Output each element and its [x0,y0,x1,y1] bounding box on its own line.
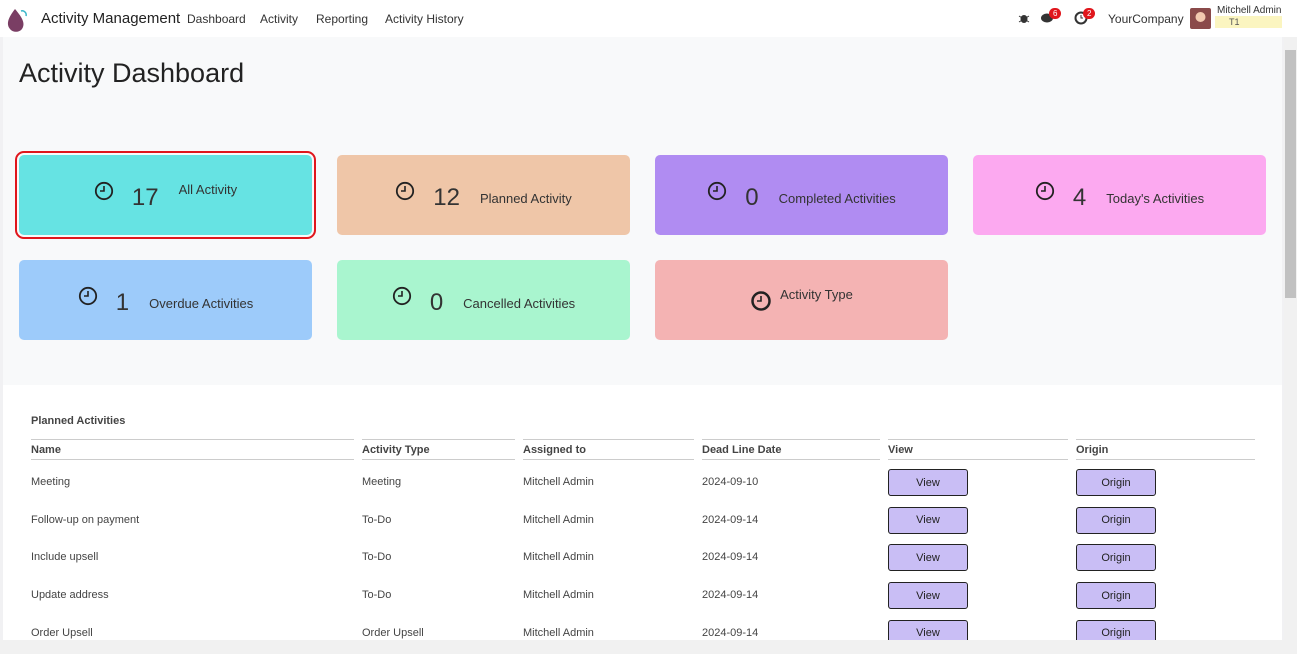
company-switcher[interactable]: YourCompany [1108,12,1184,26]
column-header: Dead Line Date [702,439,880,460]
app-name[interactable]: Activity Management [41,10,181,27]
activity-card[interactable]: 12 Planned Activity [337,155,630,235]
activity-badge: 2 [1083,8,1096,19]
menu-item[interactable]: Activity [260,12,299,26]
card-label: Overdue Activities [149,295,254,311]
database-name: T1 [1229,17,1240,27]
table-cell: Meeting [31,476,71,488]
card-icon [707,181,727,206]
card-label: Cancelled Activities [463,295,576,311]
card-label: All Activity [178,181,238,197]
card-icon [78,286,98,311]
clock-icon [78,286,97,305]
table-cell: 2024-09-10 [702,476,759,488]
clock-icon [1035,181,1054,200]
column-header: View [888,439,1068,460]
card-count: 12 [433,184,460,211]
column-header: Name [31,439,354,460]
table-cell: 2024-09-14 [702,513,759,526]
card-label: Planned Activity [479,190,572,206]
chat-badge: 6 [1049,8,1062,19]
card-label: Completed Activities [778,190,896,206]
table-cell: 2024-09-14 [702,626,759,639]
card-icon [392,286,412,311]
table-cell: Order Upsell [31,626,93,639]
view-button[interactable]: View [888,506,968,534]
card-count: 0 [745,184,759,211]
activity-card[interactable]: 4 Today's Activities [973,155,1266,235]
table-cell: Mitchell Admin [523,589,594,602]
table-cell: Meeting [362,476,402,488]
user-avatar[interactable] [1190,8,1211,29]
navbar: Activity Management Dashboard Activity R… [0,0,1297,37]
scrollbar-thumb[interactable] [1285,50,1296,298]
menu-item[interactable]: Activity History [385,12,464,26]
menu-item[interactable]: Reporting [316,12,369,26]
card-count: 0 [429,289,444,316]
table-cell: Mitchell Admin [523,476,594,488]
app-logo [7,9,27,32]
clock-icon [708,181,727,200]
card-label: Activity Type [780,286,853,302]
horizontal-scrollbar[interactable] [0,640,1297,654]
origin-button[interactable]: Origin [1076,544,1156,572]
clock-icon [392,286,411,305]
clock-icon [94,181,113,200]
clock-icon [396,181,415,200]
page-title: Activity Dashboard [19,58,245,88]
card-icon [94,181,114,206]
table-cell: 2024-09-14 [702,551,759,564]
column-header: Assigned to [523,439,694,460]
table-cell: To-Do [362,513,392,526]
menu-item[interactable]: Dashboard [187,12,246,26]
activity-card[interactable]: 0 Completed Activities [655,155,948,235]
vertical-scrollbar[interactable] [1284,37,1297,640]
table-cell: Order Upsell [362,626,424,639]
activity-card[interactable]: Activity Type [655,260,948,340]
column-header: Activity Type [362,439,515,460]
table-cell: Mitchell Admin [523,626,594,639]
dashboard: Activity Dashboard Planned Activities Na… [3,37,1282,640]
card-icon [750,290,772,317]
planned-activities-panel: Planned Activities Name Activity Type Assi… [3,385,1282,640]
card-icon [1035,181,1055,206]
table-title: Planned Activities [31,415,126,427]
activity-card[interactable]: 17 All Activity [15,151,316,239]
table-cell: Update address [31,589,109,602]
table-cell: Follow-up on payment [31,513,140,526]
clock-icon [751,290,771,311]
table-cell: Mitchell Admin [523,551,594,564]
view-button[interactable]: View [888,619,968,640]
table-cell: To-Do [362,589,392,602]
table-cell: To-Do [362,551,392,564]
card-count: 4 [1072,184,1087,211]
column-header: Origin [1076,439,1255,460]
debug-icon[interactable] [1018,12,1030,24]
view-button[interactable]: View [888,582,968,610]
origin-button[interactable]: Origin [1076,506,1156,534]
card-label: Today's Activities [1106,190,1205,206]
view-button[interactable]: View [888,469,968,496]
origin-button[interactable]: Origin [1076,619,1156,640]
user-name[interactable]: Mitchell Admin [1217,5,1282,16]
activity-card[interactable]: 0 Cancelled Activities [337,260,630,340]
table-cell: Include upsell [31,551,99,564]
card-count: 17 [131,184,159,211]
origin-button[interactable]: Origin [1076,469,1156,496]
card-icon [395,181,415,206]
db-highlight [1215,16,1282,28]
card-count: 1 [115,289,130,316]
table-cell: 2024-09-14 [702,589,759,602]
activity-card[interactable]: 1 Overdue Activities [19,260,312,340]
view-button[interactable]: View [888,544,968,572]
origin-button[interactable]: Origin [1076,582,1156,610]
table-cell: Mitchell Admin [523,513,594,526]
